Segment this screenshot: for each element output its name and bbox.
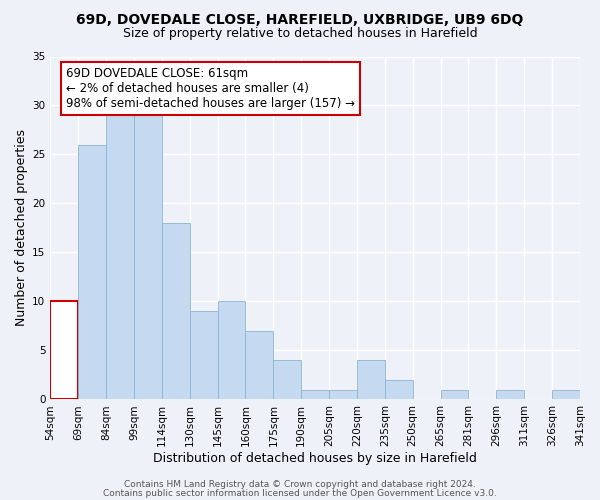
- Bar: [552, 390, 580, 400]
- Bar: [301, 390, 329, 400]
- Text: Contains public sector information licensed under the Open Government Licence v3: Contains public sector information licen…: [103, 488, 497, 498]
- Bar: [329, 390, 357, 400]
- Bar: [78, 144, 106, 400]
- Bar: [274, 360, 301, 400]
- Text: Contains HM Land Registry data © Crown copyright and database right 2024.: Contains HM Land Registry data © Crown c…: [124, 480, 476, 489]
- Bar: [245, 331, 274, 400]
- Bar: [134, 116, 162, 400]
- Bar: [190, 312, 218, 400]
- Bar: [218, 302, 245, 400]
- Bar: [106, 116, 134, 400]
- Text: Size of property relative to detached houses in Harefield: Size of property relative to detached ho…: [122, 28, 478, 40]
- Text: 69D DOVEDALE CLOSE: 61sqm
← 2% of detached houses are smaller (4)
98% of semi-de: 69D DOVEDALE CLOSE: 61sqm ← 2% of detach…: [66, 67, 355, 110]
- Bar: [357, 360, 385, 400]
- X-axis label: Distribution of detached houses by size in Harefield: Distribution of detached houses by size …: [153, 452, 477, 465]
- Y-axis label: Number of detached properties: Number of detached properties: [15, 130, 28, 326]
- Bar: [496, 390, 524, 400]
- Bar: [385, 380, 413, 400]
- Bar: [162, 223, 190, 400]
- Bar: [440, 390, 469, 400]
- Bar: [50, 302, 78, 400]
- Text: 69D, DOVEDALE CLOSE, HAREFIELD, UXBRIDGE, UB9 6DQ: 69D, DOVEDALE CLOSE, HAREFIELD, UXBRIDGE…: [76, 12, 524, 26]
